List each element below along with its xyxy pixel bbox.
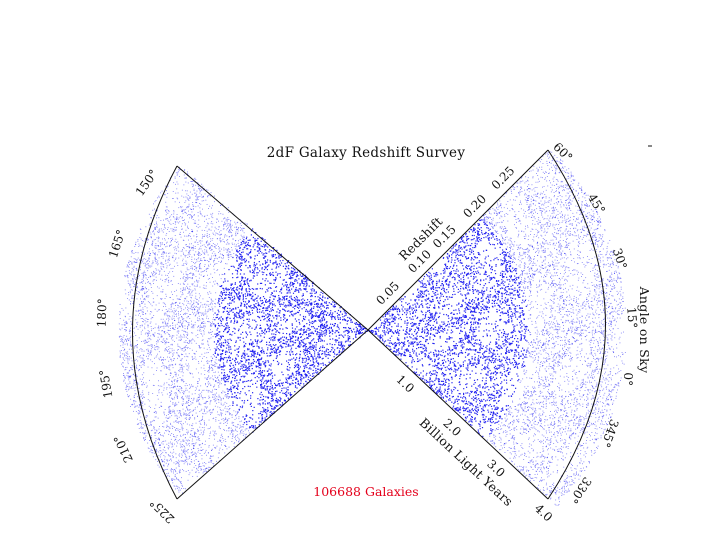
- angle-label-left: 180°: [95, 298, 110, 327]
- angle-label-left: 195°: [97, 368, 116, 399]
- redshift-tick: 0.05: [373, 279, 402, 308]
- left-wedge-lower-edge: [176, 329, 369, 500]
- chart-title: 2dF Galaxy Redshift Survey: [267, 145, 466, 161]
- galaxy-count-label: 106688 Galaxies: [313, 484, 418, 499]
- redshift-tick: 0.25: [489, 164, 518, 193]
- angle-label-right: 60°: [550, 140, 575, 165]
- angle-label-right: 0°: [621, 372, 635, 386]
- distance-tick: 1.0: [394, 372, 418, 395]
- angle-label-left: 225°: [147, 496, 177, 526]
- right-wedge-outer-arc: [547, 149, 606, 500]
- angle-label-right: 15°: [624, 307, 639, 329]
- angle-label-left: 150°: [133, 167, 161, 199]
- right-wedge-upper-edge: [367, 149, 549, 331]
- left-wedge-outer-arc: [132, 165, 178, 500]
- angle-label-left: 165°: [106, 228, 128, 260]
- angle-axis-title: Angle on Sky: [637, 286, 652, 374]
- right-wedge-lower-edge: [367, 329, 549, 500]
- left-wedge-galaxies: [118, 166, 368, 494]
- angle-label-right: 330°: [566, 474, 594, 506]
- left-wedge-upper-edge: [176, 165, 369, 331]
- distance-tick: 4.0: [532, 501, 556, 524]
- angle-label-left: 210°: [111, 433, 136, 465]
- right-wedge-galaxies: [368, 151, 626, 506]
- angle-label-right: 30°: [610, 246, 630, 271]
- redshift-tick: 0.20: [460, 192, 489, 221]
